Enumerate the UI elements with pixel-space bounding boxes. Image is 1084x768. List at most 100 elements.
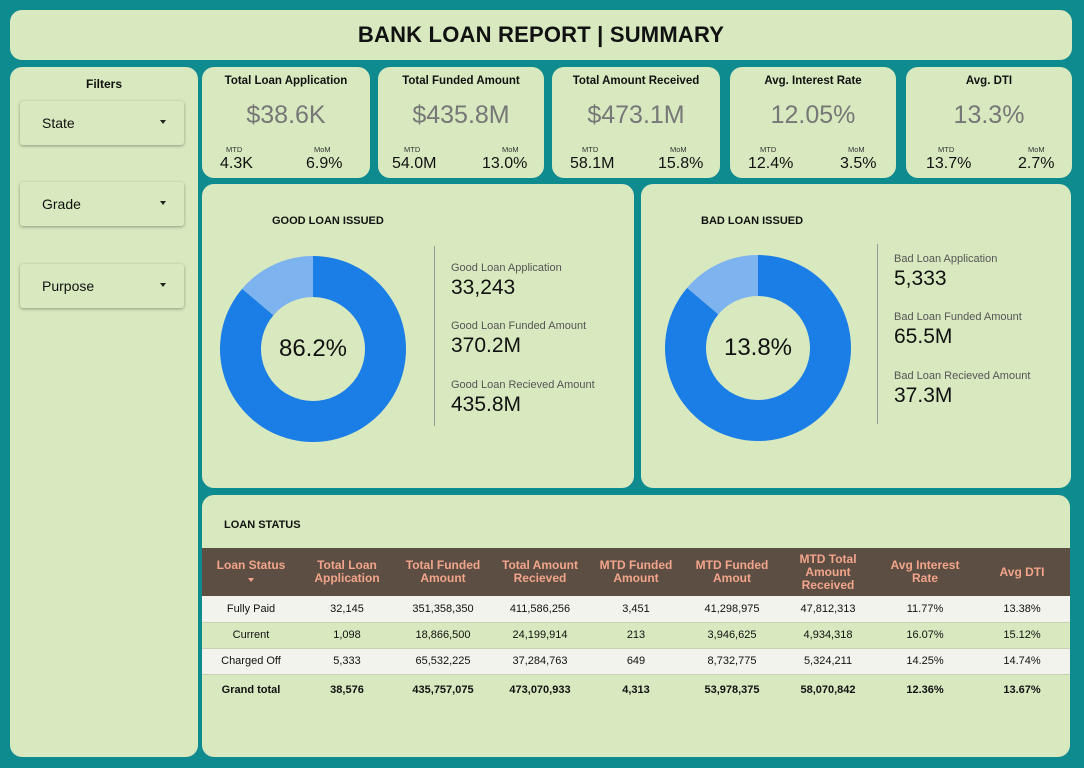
table-cell: 32,145 <box>300 596 394 623</box>
page-title: BANK LOAN REPORT | SUMMARY <box>357 22 725 47</box>
table-cell: 435,757,075 <box>412 684 474 697</box>
chevron-down-icon <box>160 283 166 287</box>
table-cell: 16.07% <box>876 622 974 649</box>
kpi-avg-interest-rate: Avg. Interest Rate 12.05% MTD 12.4% MoM … <box>730 67 896 178</box>
bad-loan-donut-segment <box>687 255 758 315</box>
kpi-title: Avg. DTI <box>965 75 1013 87</box>
table-row: Current 1,098 18,866,500 24,199,914 213 … <box>202 622 1070 649</box>
table-cell: 4,313 <box>622 684 650 697</box>
purpose-dropdown[interactable]: Purpose <box>20 264 184 308</box>
table-cell: 37,284,763 <box>492 648 588 675</box>
bad-loan-percent: 13.8% <box>723 334 793 361</box>
kpi-mtd-label: MTD <box>226 145 243 154</box>
good-loan-funded-value: 370.2M <box>451 334 522 357</box>
table-cell: 41,298,975 <box>684 596 780 623</box>
column-header[interactable]: Total Loan Application <box>314 558 380 585</box>
state-dropdown[interactable]: State <box>20 101 184 145</box>
divider <box>434 246 435 426</box>
bad-loan-application-label: Bad Loan Application <box>894 253 998 265</box>
kpi-mtd-label: MTD <box>760 145 777 154</box>
column-header[interactable]: MTD Funded Amout <box>695 558 769 585</box>
table-cell: 213 <box>588 622 684 649</box>
kpi-mom-value: 6.9% <box>306 155 343 172</box>
table-cell: 411,586,256 <box>492 596 588 623</box>
column-header[interactable]: Total Amount Recieved <box>502 558 578 585</box>
kpi-mom-value: 3.5% <box>840 155 877 172</box>
bad-loan-application-value: 5,333 <box>894 267 947 290</box>
table-cell: 14.25% <box>876 648 974 675</box>
good-loan-donut-remainder <box>242 256 313 316</box>
table-cell: 8,732,775 <box>684 648 780 675</box>
loan-status-table: Loan Status Total Loan Application Total… <box>202 548 1070 706</box>
filters-title: Filters <box>85 77 122 91</box>
table-cell: 65,532,225 <box>394 648 492 675</box>
table-cell: 13.67% <box>1003 684 1041 697</box>
grade-dropdown[interactable]: Grade <box>20 182 184 226</box>
good-loan-donut-segment <box>219 256 406 442</box>
grand-total-row: Grand total 38,576 435,757,075 473,070,9… <box>202 674 1070 706</box>
table-cell: 351,358,350 <box>394 596 492 623</box>
report-header: BANK LOAN REPORT | SUMMARY <box>10 10 1072 60</box>
purpose-dropdown-label: Purpose <box>42 278 95 294</box>
column-header[interactable]: Avg Interest Rate <box>890 558 960 585</box>
table-row: Charged Off 5,333 65,532,225 37,284,763 … <box>202 648 1070 675</box>
table-cell: 38,576 <box>330 684 364 697</box>
table-header-row: Loan Status Total Loan Application Total… <box>202 548 1070 596</box>
kpi-total-funded-amount: Total Funded Amount $435.8M MTD 54.0M Mo… <box>378 67 544 178</box>
bad-loan-funded-label: Bad Loan Funded Amount <box>894 311 1022 323</box>
column-header[interactable]: Total Funded Amount <box>405 558 481 585</box>
chevron-down-icon <box>160 120 166 124</box>
bad-loan-title: BAD LOAN ISSUED <box>701 215 804 227</box>
good-loan-percent: 86.2% <box>278 335 348 362</box>
bad-loan-panel: BAD LOAN ISSUED 13.8% Bad Loan Applicati… <box>641 184 1071 488</box>
kpi-title: Avg. Interest Rate <box>764 75 862 87</box>
table-cell: 12.36% <box>906 684 944 697</box>
table-cell: 47,812,313 <box>780 596 876 623</box>
kpi-value: 12.05% <box>770 101 856 129</box>
table-cell: 14.74% <box>974 648 1070 675</box>
divider <box>877 244 878 424</box>
good-loan-donut[interactable]: 86.2% <box>219 256 406 442</box>
filters-panel: Filters State Grade Purpose <box>10 67 198 757</box>
bad-loan-funded-value: 65.5M <box>894 325 953 348</box>
kpi-total-amount-received: Total Amount Received $473.1M MTD 58.1M … <box>552 67 720 178</box>
sort-down-icon[interactable] <box>248 578 254 582</box>
column-header[interactable]: MTD Total Amount Received <box>799 551 857 592</box>
table-cell: 11.77% <box>876 596 974 623</box>
good-loan-received-value: 435.8M <box>451 393 522 416</box>
table-cell: 18,866,500 <box>394 622 492 649</box>
table-row: Fully Paid 32,145 351,358,350 411,586,25… <box>202 596 1070 623</box>
chevron-down-icon <box>160 201 166 205</box>
column-header[interactable]: Avg DTI <box>999 564 1045 579</box>
bad-loan-donut[interactable]: 13.8% <box>665 255 851 441</box>
kpi-mom-label: MoM <box>848 145 865 154</box>
kpi-mom-label: MoM <box>1028 145 1045 154</box>
table-cell: 1,098 <box>300 622 394 649</box>
good-loan-received-label: Good Loan Recieved Amount <box>451 379 595 391</box>
good-loan-application-label: Good Loan Application <box>451 262 562 274</box>
kpi-mom-label: MoM <box>670 145 687 154</box>
table-cell: 3,946,625 <box>684 622 780 649</box>
kpi-mom-label: MoM <box>314 145 331 154</box>
kpi-title: Total Loan Application <box>224 75 348 87</box>
kpi-mom-value: 15.8% <box>658 155 704 172</box>
bad-loan-received-label: Bad Loan Recieved Amount <box>894 370 1031 382</box>
good-loan-title: GOOD LOAN ISSUED <box>272 215 384 227</box>
state-dropdown-label: State <box>42 115 75 131</box>
kpi-value: 13.3% <box>953 101 1025 129</box>
bad-loan-donut-remainder <box>665 255 851 441</box>
table-cell: Charged Off <box>202 648 300 675</box>
kpi-value: $38.6K <box>246 101 326 129</box>
table-cell: Current <box>202 622 300 649</box>
table-cell: Fully Paid <box>202 596 300 623</box>
table-cell: 473,070,933 <box>509 684 571 697</box>
kpi-title: Total Funded Amount <box>402 75 520 87</box>
kpi-value: $473.1M <box>587 101 685 129</box>
good-loan-application-value: 33,243 <box>451 276 516 299</box>
column-header[interactable]: MTD Funded Amount <box>599 558 673 585</box>
table-cell: Grand total <box>221 684 281 697</box>
kpi-mom-value: 13.0% <box>482 155 528 172</box>
kpi-avg-dti: Avg. DTI 13.3% MTD 13.7% MoM 2.7% <box>906 67 1072 178</box>
table-cell: 24,199,914 <box>492 622 588 649</box>
column-header[interactable]: Loan Status <box>202 548 300 596</box>
